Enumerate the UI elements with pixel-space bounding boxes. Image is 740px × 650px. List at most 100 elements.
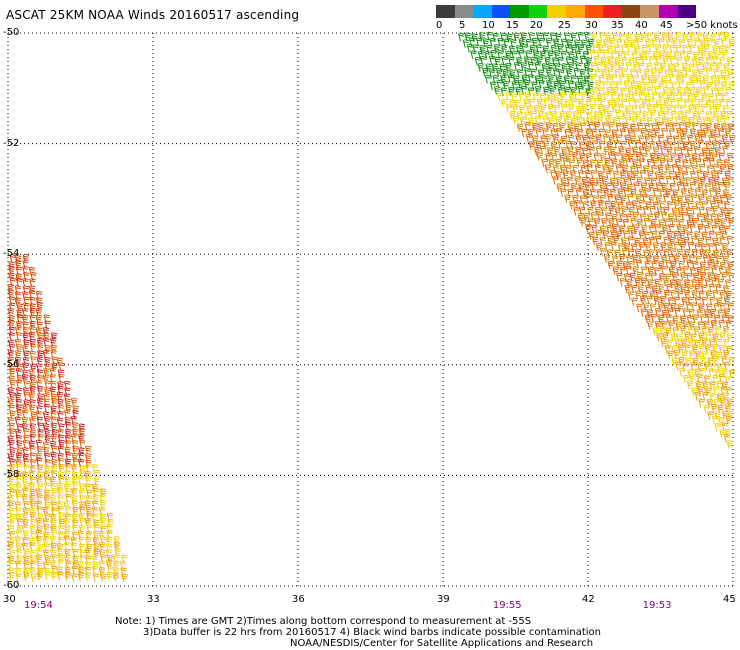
wind-barb	[114, 548, 121, 557]
wind-barb	[22, 278, 29, 287]
wind-barb	[692, 110, 699, 120]
wind-barb	[557, 98, 564, 107]
wind-barb	[627, 97, 635, 107]
wind-barb	[726, 152, 734, 162]
wind-barb	[668, 127, 676, 137]
wind-barb	[523, 79, 531, 89]
wind-barb	[700, 243, 708, 253]
wind-barb	[8, 488, 16, 498]
wind-barb	[43, 403, 51, 413]
wind-barb	[642, 110, 649, 120]
wind-barb	[627, 153, 635, 163]
wind-barb	[512, 75, 520, 84]
wind-barb	[723, 433, 731, 443]
wind-barb	[662, 277, 670, 287]
wind-barb	[672, 189, 679, 198]
wind-barb	[720, 218, 727, 227]
wind-barb	[689, 373, 697, 383]
wind-barb	[722, 105, 730, 114]
wind-barb	[654, 320, 662, 330]
wind-barb	[37, 332, 44, 341]
wind-barb	[567, 146, 574, 155]
wind-barb	[64, 428, 72, 438]
wind-barb	[16, 374, 24, 384]
wind-barb	[518, 49, 525, 59]
wind-barb	[676, 181, 684, 191]
wind-barb	[79, 439, 86, 449]
wind-barb	[35, 410, 43, 420]
wind-barb	[15, 379, 23, 389]
wind-barb	[22, 321, 29, 330]
wind-barb	[615, 122, 623, 132]
wind-barb	[725, 415, 733, 425]
wind-barb	[687, 369, 694, 378]
wind-barb	[694, 231, 701, 240]
wind-barb	[44, 512, 51, 522]
wind-barb	[574, 199, 582, 209]
wind-barb	[595, 177, 603, 186]
wind-barb	[671, 271, 679, 281]
wind-barb	[714, 188, 722, 197]
wind-barb	[539, 50, 547, 60]
wind-barb	[702, 170, 710, 180]
wind-barb	[542, 115, 550, 125]
wind-barb	[14, 297, 22, 306]
wind-barb	[601, 217, 608, 227]
wind-barb	[77, 572, 85, 581]
wind-barb	[560, 177, 567, 186]
wind-barb	[21, 476, 29, 485]
wind-barb	[497, 50, 504, 59]
wind-barb	[729, 134, 736, 144]
wind-barb	[57, 511, 65, 521]
wind-barb	[650, 177, 657, 186]
wind-barb	[593, 111, 601, 120]
wind-barb	[697, 386, 704, 395]
wind-barb	[720, 110, 727, 120]
wind-barb	[723, 31, 730, 41]
wind-barb	[545, 122, 553, 131]
wind-barb	[50, 410, 57, 420]
wind-barb	[524, 121, 531, 131]
wind-barb	[22, 507, 30, 516]
wind-barb	[539, 145, 547, 155]
wind-barb	[727, 69, 734, 78]
wind-barb	[715, 255, 723, 264]
wind-barb	[542, 45, 549, 54]
wind-barb	[22, 403, 29, 413]
wind-barb	[661, 224, 669, 234]
wind-barb	[561, 146, 568, 156]
legend-label: >50 knots	[686, 20, 738, 31]
wind-barb	[632, 127, 640, 137]
wind-barb	[14, 428, 22, 438]
wind-barb	[704, 236, 712, 246]
wind-barb	[701, 325, 708, 335]
wind-barb	[707, 326, 715, 336]
wind-barb	[595, 134, 602, 143]
wind-barb	[663, 236, 670, 246]
wind-barb	[29, 488, 37, 498]
wind-barb	[623, 273, 631, 282]
wind-barb	[698, 343, 706, 353]
wind-barb	[669, 152, 677, 162]
wind-barb	[617, 243, 625, 252]
lon-label: 30	[3, 594, 16, 605]
wind-barb	[14, 536, 22, 545]
wind-barb	[591, 140, 599, 149]
wind-barb	[15, 343, 23, 353]
wind-barb	[65, 506, 72, 515]
wind-barb	[563, 75, 571, 84]
wind-barb	[713, 123, 721, 132]
wind-barb	[644, 133, 651, 143]
wind-barb	[541, 158, 548, 168]
wind-barb	[635, 151, 642, 161]
wind-barb	[29, 326, 36, 335]
wind-barb	[659, 103, 667, 113]
wind-barb	[661, 309, 669, 319]
wind-barb	[36, 337, 44, 347]
wind-barb	[663, 97, 670, 107]
wind-barb	[691, 217, 699, 227]
wind-barb	[712, 333, 719, 342]
wind-barb	[552, 92, 560, 101]
wind-barb	[650, 218, 657, 228]
wind-barb	[725, 86, 732, 96]
